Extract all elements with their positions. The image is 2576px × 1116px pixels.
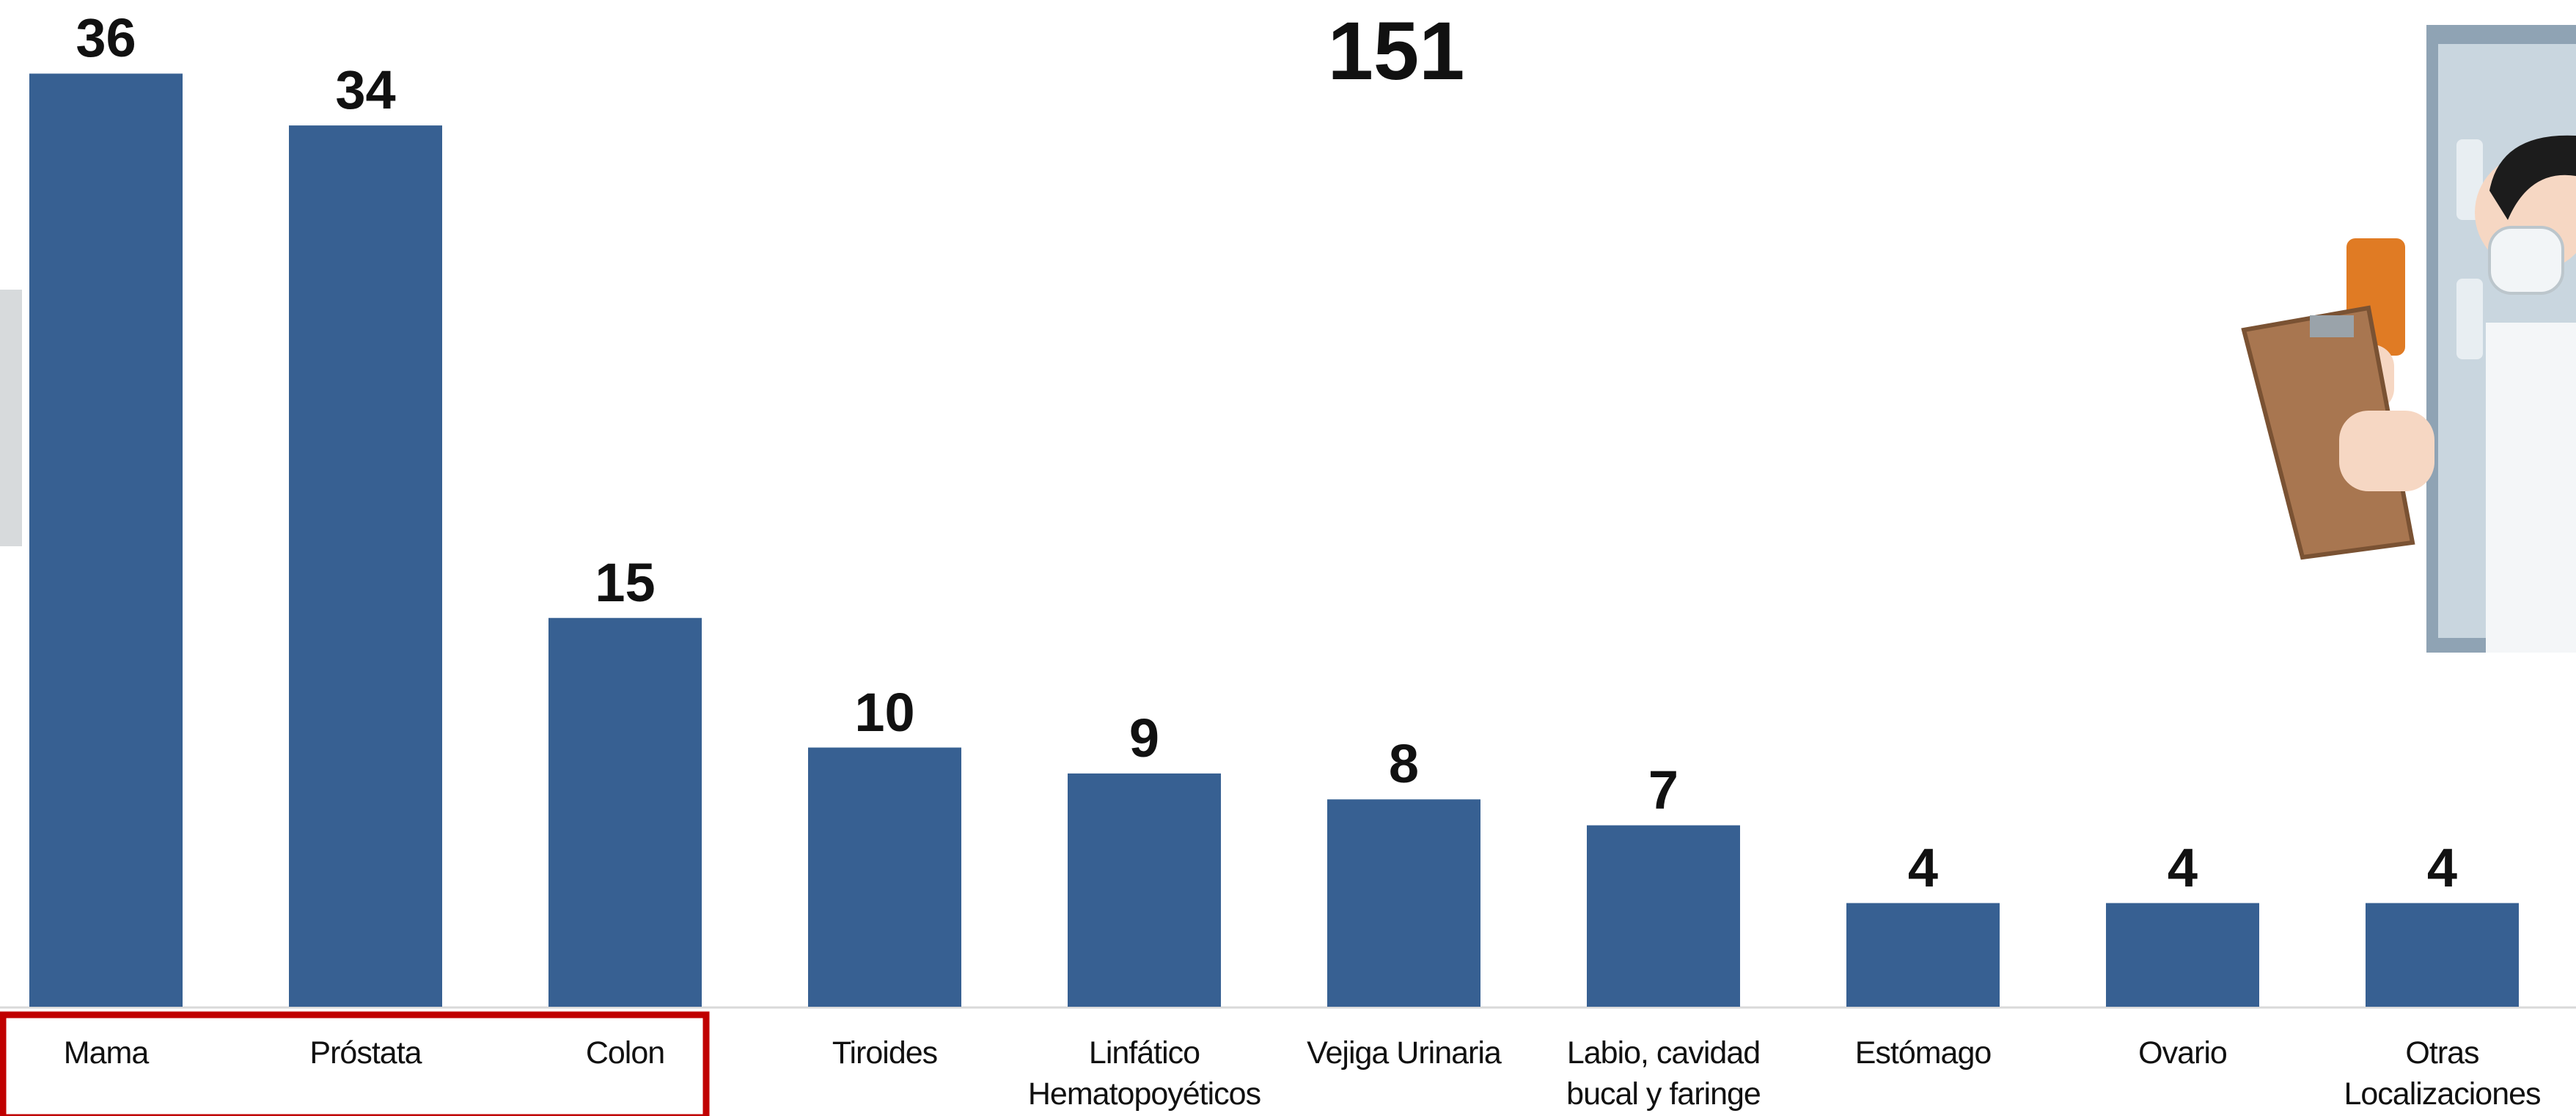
x-tick-label: Mama bbox=[63, 1035, 149, 1071]
bar bbox=[1587, 825, 1740, 1007]
x-tick-label: Labio, cavidad bucal y faringe bbox=[1566, 1035, 1761, 1112]
bottle bbox=[2456, 279, 2483, 359]
value-label: 9 bbox=[1129, 707, 1160, 768]
hair bbox=[2489, 135, 2576, 220]
value-label: 4 bbox=[1907, 837, 1939, 898]
bar bbox=[808, 747, 961, 1007]
hand bbox=[2339, 411, 2434, 491]
decoration-left bbox=[0, 290, 22, 546]
bar bbox=[1846, 903, 2000, 1007]
value-label: 36 bbox=[76, 7, 136, 69]
x-tick-label: Otras Localizaciones bbox=[2344, 1035, 2541, 1112]
doctor-illustration bbox=[2241, 25, 2576, 653]
x-tick-label: Próstata bbox=[309, 1035, 422, 1071]
x-tick-label: Colon bbox=[585, 1035, 665, 1071]
coat bbox=[2486, 323, 2576, 653]
chart-title: 151 bbox=[1327, 5, 1465, 97]
value-label: 8 bbox=[1388, 733, 1420, 795]
value-label: 4 bbox=[2426, 837, 2458, 898]
bar bbox=[2366, 903, 2519, 1007]
value-label: 7 bbox=[1648, 759, 1679, 821]
x-tick-label: Tiroides bbox=[832, 1035, 938, 1071]
highlight-box bbox=[0, 1011, 710, 1116]
bar bbox=[29, 73, 183, 1007]
bar bbox=[2106, 903, 2259, 1007]
x-tick-label: Ovario bbox=[2138, 1035, 2228, 1071]
x-tick-label: Linfático Hematopoyéticos bbox=[1027, 1035, 1261, 1112]
value-label: 34 bbox=[335, 59, 396, 121]
x-tick-label: Vejiga Urinaria bbox=[1307, 1035, 1502, 1071]
clip bbox=[2310, 315, 2354, 337]
bar bbox=[289, 125, 442, 1007]
mask bbox=[2488, 226, 2564, 295]
bar bbox=[1327, 799, 1480, 1007]
value-label: 4 bbox=[2167, 837, 2198, 898]
bar bbox=[548, 617, 702, 1007]
value-label: 15 bbox=[595, 551, 656, 613]
x-tick-label: Estómago bbox=[1854, 1035, 1992, 1071]
bar bbox=[1068, 773, 1221, 1007]
value-label: 10 bbox=[854, 681, 915, 743]
decor-stripe bbox=[0, 290, 22, 546]
